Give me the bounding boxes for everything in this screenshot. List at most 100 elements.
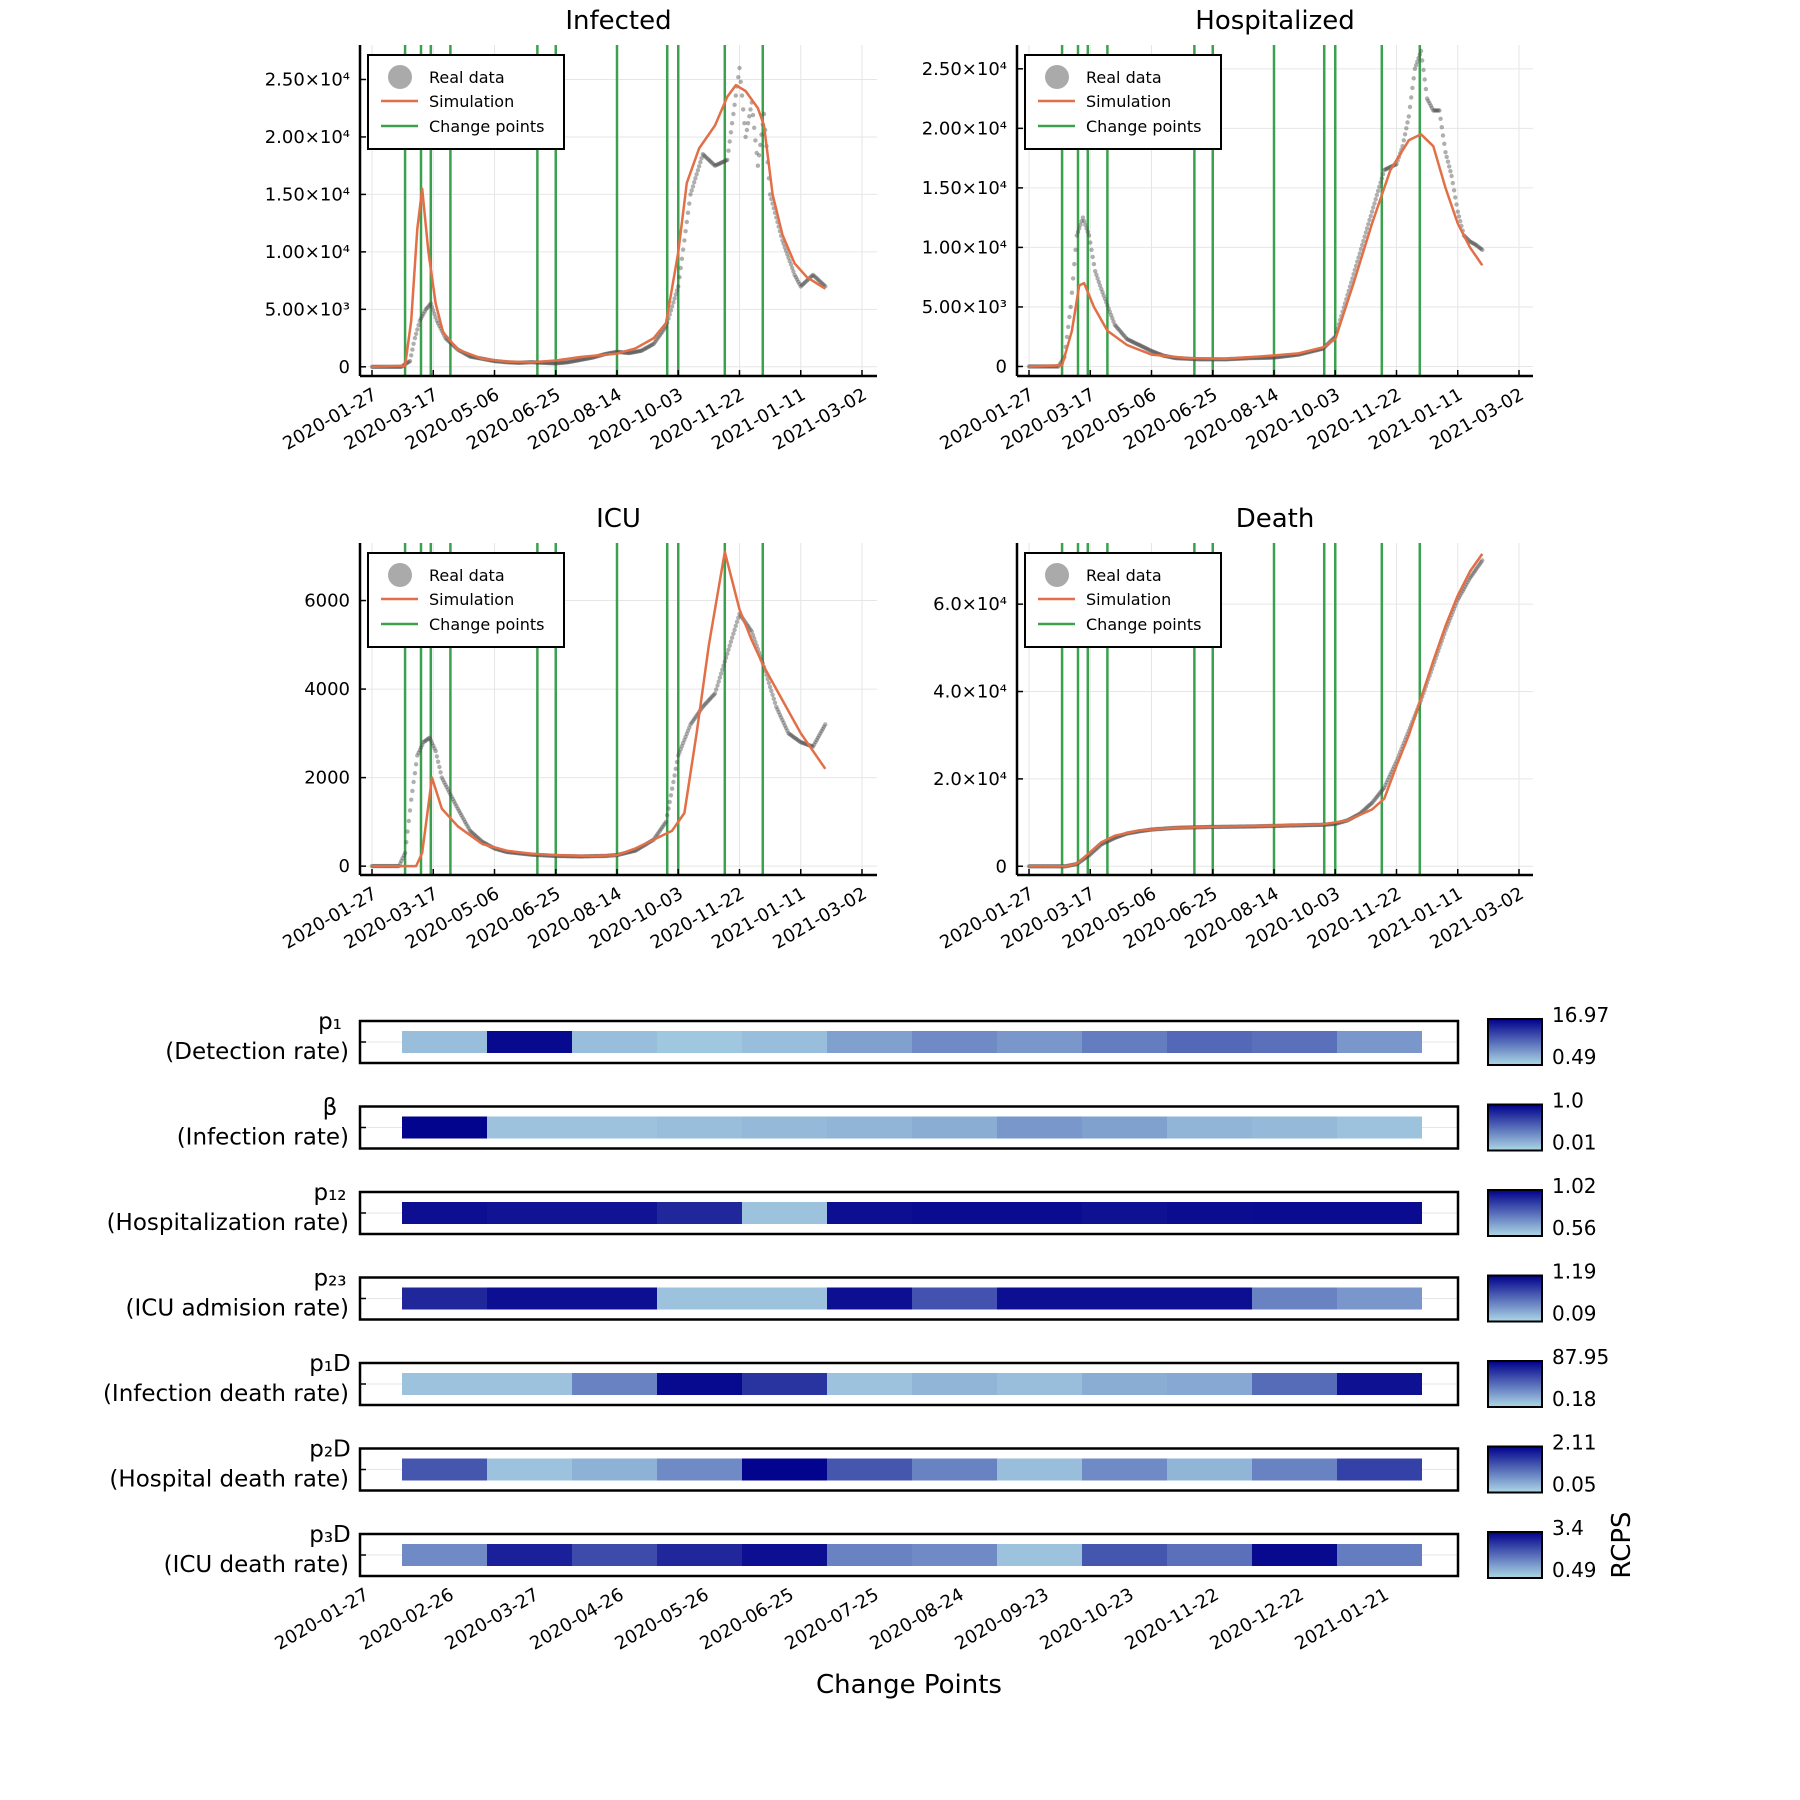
- real-data-point: [421, 740, 426, 745]
- real-data-point: [752, 636, 757, 641]
- heatmap-cell: [742, 1373, 827, 1395]
- real-data-point: [1476, 563, 1481, 568]
- real-data-point: [1366, 222, 1371, 227]
- real-data-point: [655, 336, 660, 341]
- real-data-point: [1363, 806, 1369, 811]
- real-data-point: [684, 731, 689, 736]
- heatmap-cell: [827, 1287, 912, 1310]
- real-data-point: [405, 829, 410, 834]
- real-data-point: [636, 349, 642, 354]
- y-tick-label: 1.50×10⁴: [265, 184, 350, 205]
- real-data-point: [472, 833, 478, 838]
- real-data-point: [1450, 180, 1456, 186]
- real-data-point: [1091, 261, 1097, 267]
- real-data-point: [1127, 338, 1132, 343]
- real-data-point: [559, 360, 565, 365]
- real-data-point: [564, 360, 569, 365]
- heatmap-x-tick-label: 2020-12-22: [1206, 1584, 1307, 1654]
- real-data-point: [733, 623, 738, 628]
- real-data-point: [1380, 787, 1386, 792]
- real-data-point: [1472, 568, 1478, 574]
- legend: Real data Simulation Change points: [367, 54, 565, 150]
- real-data-point: [731, 631, 736, 636]
- real-data-point: [680, 247, 686, 252]
- real-data-point: [1467, 575, 1473, 581]
- real-data-point: [703, 154, 708, 159]
- real-data-point: [1472, 242, 1478, 247]
- heatmap-cell: [487, 1116, 572, 1139]
- heatmap-cell: [657, 1458, 742, 1481]
- real-data-point: [785, 252, 790, 257]
- heatmap-cell: [402, 1287, 487, 1310]
- real-data-point: [411, 341, 416, 346]
- real-data-point: [798, 284, 803, 289]
- real-data-point: [1099, 286, 1104, 292]
- real-data-point: [1439, 125, 1445, 130]
- real-data-point: [435, 759, 441, 764]
- real-data-point: [1362, 234, 1367, 239]
- real-data-point: [786, 255, 791, 260]
- heatmap-cell: [1252, 1458, 1337, 1481]
- real-data-point: [1478, 246, 1484, 251]
- heatmap-cell: [827, 1202, 912, 1224]
- legend-label-change-points: Change points: [1086, 117, 1201, 136]
- real-data-point: [646, 344, 651, 349]
- chart-title: Death: [1236, 504, 1315, 534]
- real-data-point: [1072, 261, 1077, 267]
- real-data-point: [401, 853, 407, 858]
- real-data-point: [1384, 780, 1389, 785]
- real-data-point: [1448, 169, 1453, 174]
- heatmap-cell: [657, 1544, 742, 1566]
- real-data-point: [1388, 772, 1393, 777]
- real-data-point: [1444, 154, 1449, 160]
- real-data-point: [812, 742, 817, 747]
- real-data-point: [652, 339, 658, 345]
- heatmap-cell: [1337, 1116, 1422, 1139]
- real-data-point: [549, 361, 555, 366]
- colorbar-max-label: 2.11: [1552, 1431, 1597, 1455]
- real-data-point: [643, 346, 648, 351]
- real-data-point: [682, 238, 687, 243]
- colorbar: [1487, 1274, 1543, 1323]
- real-data-point: [683, 734, 688, 740]
- real-data-point: [442, 780, 447, 785]
- real-data-point: [1148, 348, 1153, 353]
- legend: Real data Simulation Change points: [1024, 54, 1222, 150]
- real-data-point: [799, 283, 805, 288]
- heatmap-cell: [912, 1373, 997, 1395]
- colorbar-max-label: 1.0: [1552, 1089, 1584, 1113]
- heatmap-cell: [1337, 1373, 1422, 1395]
- heatmap-cell: [1337, 1458, 1422, 1481]
- real-data-point: [420, 314, 425, 319]
- real-data-point: [1469, 574, 1474, 579]
- real-data-point: [1069, 290, 1075, 295]
- real-data-point: [1367, 802, 1372, 808]
- real-data-point: [813, 275, 818, 280]
- real-data-point: [1426, 98, 1431, 104]
- real-data-point: [1371, 205, 1376, 210]
- real-data-point: [404, 840, 409, 845]
- heatmap-cell: [1082, 1202, 1167, 1224]
- real-data-point: [810, 272, 816, 278]
- real-data-point: [792, 735, 797, 740]
- heatmap-cell: [1252, 1031, 1337, 1053]
- real-data-point: [1118, 329, 1124, 335]
- real-data-point: [1382, 785, 1387, 790]
- heatmap-row: p₂₃ (ICU admision rate) 1.19 0.09: [126, 1260, 1597, 1326]
- heatmap-cell: [912, 1116, 997, 1139]
- real-data-point: [720, 667, 725, 672]
- y-tick-label: 5.00×10³: [265, 299, 350, 320]
- real-data-point: [661, 823, 666, 828]
- real-data-point: [570, 359, 576, 364]
- heatmap-cell: [487, 1373, 572, 1395]
- y-tick-label: 2.50×10⁴: [922, 59, 1007, 80]
- heatmap-x-tick-label: 2020-05-26: [611, 1584, 712, 1654]
- real-data-point: [815, 277, 821, 282]
- row-symbol: p₁: [318, 1009, 342, 1035]
- real-data-point: [745, 121, 751, 126]
- real-data-point: [823, 722, 828, 727]
- real-data-point: [1066, 324, 1071, 330]
- y-tick-label: 1.00×10⁴: [922, 237, 1007, 258]
- real-data-point: [1110, 316, 1115, 321]
- heatmap-cell: [1082, 1544, 1167, 1566]
